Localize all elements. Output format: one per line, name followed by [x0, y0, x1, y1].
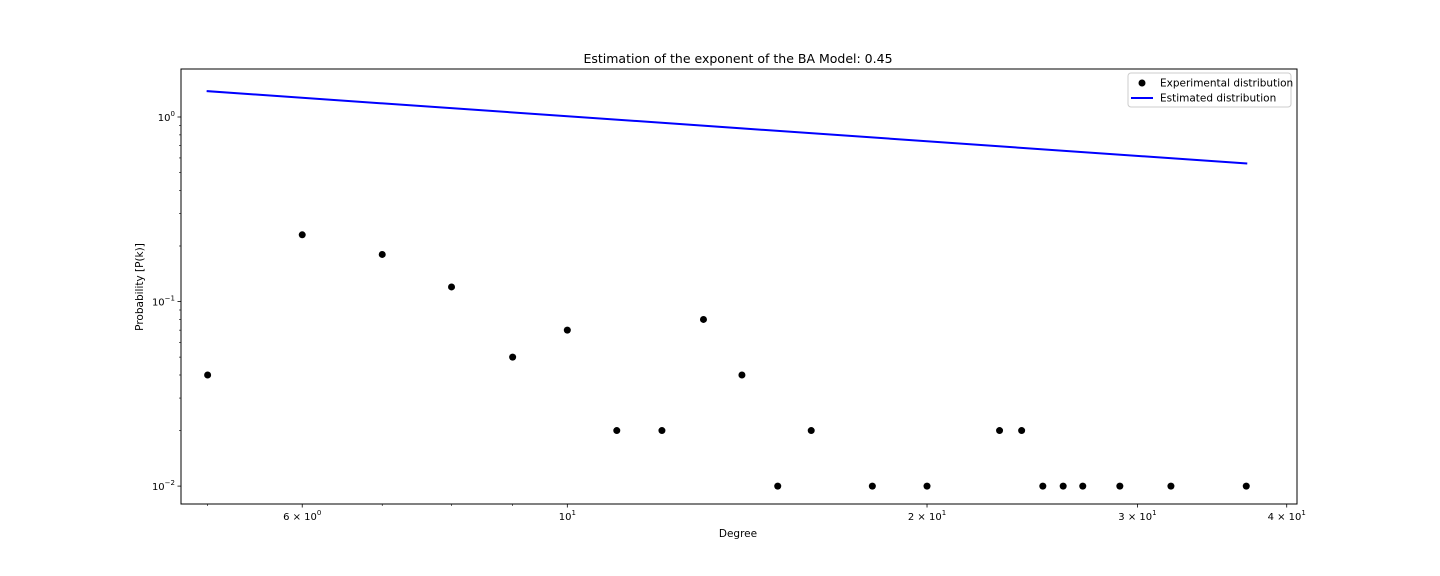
data-point-experimental	[868, 482, 876, 490]
data-point-experimental	[1039, 482, 1047, 490]
x-tick-label: 101	[559, 509, 576, 523]
axes: 6 × 100 101 2 × 101 3 × 101 4 × 101 100 10−1 10…	[152, 68, 1306, 523]
x-tick-label: 4 × 101	[1268, 509, 1306, 523]
plot-frame	[180, 68, 1298, 505]
legend: Experimental distribution Estimated dist…	[1127, 72, 1293, 108]
y-axis-label: Probability [P(k)]	[134, 243, 146, 331]
y-tick-label: 100	[158, 110, 175, 124]
data-point-experimental	[774, 482, 782, 490]
plot-area	[181, 69, 1297, 504]
data-point-experimental	[298, 231, 306, 239]
data-point-experimental	[699, 315, 707, 323]
plot-background	[181, 69, 1297, 504]
data-point-experimental	[1079, 482, 1087, 490]
data-point-experimental	[563, 326, 571, 334]
y-tick-label: 10−2	[152, 479, 175, 493]
x-tick-label: 3 × 101	[1118, 509, 1156, 523]
data-point-experimental	[448, 283, 456, 291]
legend-label-estimated: Estimated distribution	[1160, 93, 1276, 105]
x-tick-label: 6 × 100	[283, 509, 321, 523]
data-point-experimental	[1116, 482, 1124, 490]
data-point-experimental	[1242, 482, 1250, 490]
data-point-experimental	[923, 482, 931, 490]
x-axis-label: Degree	[719, 528, 757, 540]
data-point-experimental	[807, 427, 815, 435]
data-point-experimental	[1018, 427, 1026, 435]
y-tick-label: 10−1	[152, 295, 175, 309]
chart-title: Estimation of the exponent of the BA Mod…	[583, 51, 892, 66]
legend-box	[1127, 72, 1292, 108]
legend-label-experimental: Experimental distribution	[1160, 78, 1293, 90]
data-point-experimental	[613, 427, 621, 435]
legend-marker-experimental	[1138, 79, 1146, 87]
data-point-experimental	[204, 371, 212, 379]
data-point-experimental	[378, 250, 386, 258]
data-point-experimental	[509, 353, 517, 361]
x-tick-label: 2 × 101	[908, 509, 946, 523]
data-point-experimental	[1059, 482, 1067, 490]
data-point-experimental	[1167, 482, 1175, 490]
data-point-experimental	[996, 427, 1004, 435]
data-point-experimental	[658, 427, 666, 435]
series-line-estimated	[206, 90, 1248, 165]
data-marks	[204, 90, 1250, 490]
data-point-experimental	[738, 371, 746, 379]
